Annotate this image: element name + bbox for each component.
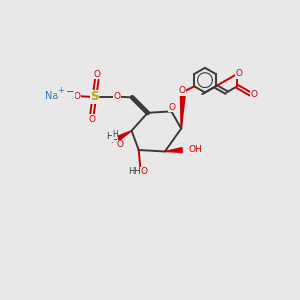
Text: O: O [88,115,95,124]
Text: O: O [117,140,124,149]
Text: O: O [235,70,242,79]
Text: −: − [66,87,74,97]
Text: H: H [128,167,134,176]
Polygon shape [116,131,132,141]
Text: O: O [250,90,257,99]
Text: H: H [133,167,140,176]
Text: O: O [114,92,121,101]
Text: Na: Na [45,91,58,101]
Text: O: O [141,167,148,176]
Text: H: H [110,136,117,145]
Text: S: S [90,90,99,103]
Text: H: H [112,130,118,139]
Polygon shape [180,91,186,129]
Text: H: H [106,132,113,141]
Text: O: O [169,103,176,112]
Text: +: + [57,86,64,95]
Text: O: O [93,70,100,79]
Text: O: O [73,92,80,101]
Text: OH: OH [189,145,202,154]
Text: O: O [178,86,185,95]
Polygon shape [165,148,182,152]
